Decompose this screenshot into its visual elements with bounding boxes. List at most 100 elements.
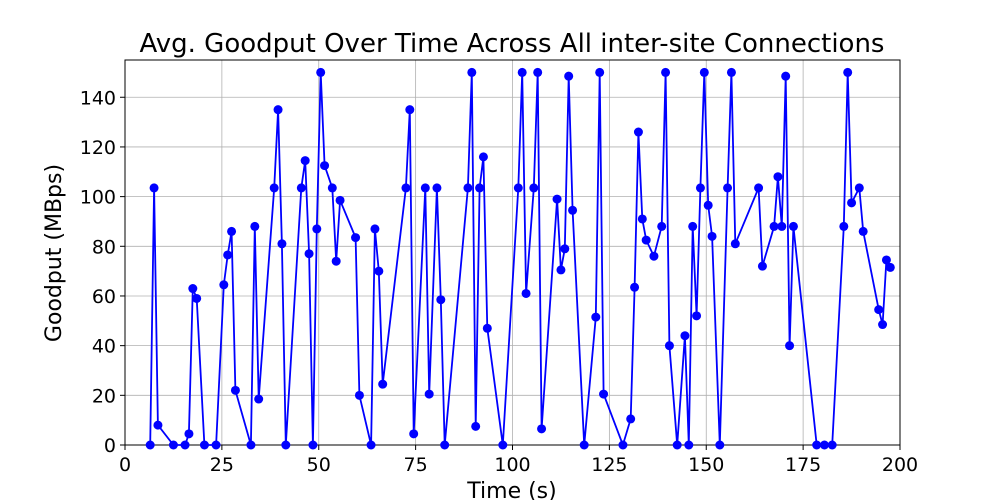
data-point bbox=[153, 420, 163, 430]
data-point bbox=[827, 440, 837, 450]
data-point bbox=[839, 221, 849, 231]
data-point bbox=[351, 233, 361, 243]
data-point bbox=[219, 280, 229, 290]
data-point bbox=[777, 221, 787, 231]
series-line bbox=[149, 72, 892, 448]
data-point bbox=[854, 183, 864, 193]
data-point bbox=[316, 67, 326, 77]
x-tick-label: 175 bbox=[785, 454, 821, 476]
data-point bbox=[730, 239, 740, 249]
data-point bbox=[579, 440, 589, 450]
data-point bbox=[878, 320, 888, 330]
data-point bbox=[641, 235, 651, 245]
data-point bbox=[633, 127, 643, 137]
data-point bbox=[184, 429, 194, 439]
data-point bbox=[788, 221, 798, 231]
y-axis-label: Goodput (MBps) bbox=[42, 164, 67, 342]
data-point bbox=[192, 293, 202, 303]
data-point bbox=[812, 440, 822, 450]
data-point bbox=[149, 183, 159, 193]
data-point bbox=[211, 440, 221, 450]
y-tick-label: 80 bbox=[92, 236, 116, 258]
x-tick-label: 200 bbox=[882, 454, 918, 476]
data-point bbox=[250, 221, 260, 231]
data-point bbox=[246, 440, 256, 450]
data-point bbox=[637, 214, 647, 224]
data-point bbox=[199, 440, 209, 450]
data-point bbox=[227, 226, 237, 236]
data-point bbox=[533, 67, 543, 77]
data-point bbox=[304, 249, 314, 259]
chart-title: Avg. Goodput Over Time Across All inter-… bbox=[140, 29, 885, 59]
data-point bbox=[847, 198, 857, 208]
data-point bbox=[471, 421, 481, 431]
data-point bbox=[366, 440, 376, 450]
data-point bbox=[726, 67, 736, 77]
data-point bbox=[618, 440, 628, 450]
data-point bbox=[568, 205, 578, 215]
data-point bbox=[769, 221, 779, 231]
data-point bbox=[482, 323, 492, 333]
x-tick-label: 100 bbox=[494, 454, 530, 476]
data-point bbox=[223, 250, 233, 260]
data-point bbox=[378, 379, 388, 389]
y-tick-label: 100 bbox=[80, 187, 116, 209]
data-point bbox=[657, 221, 667, 231]
x-tick-label: 125 bbox=[591, 454, 627, 476]
x-tick-label: 25 bbox=[210, 454, 234, 476]
data-point bbox=[560, 244, 570, 254]
data-point bbox=[273, 105, 283, 115]
data-point bbox=[672, 440, 682, 450]
data-point bbox=[498, 440, 508, 450]
data-point bbox=[684, 440, 694, 450]
data-point bbox=[781, 71, 791, 81]
data-point bbox=[649, 251, 659, 261]
data-point bbox=[320, 161, 330, 171]
y-tick-label: 0 bbox=[104, 435, 116, 457]
data-point bbox=[599, 389, 609, 399]
data-point bbox=[773, 172, 783, 182]
data-point bbox=[424, 389, 434, 399]
data-point bbox=[692, 311, 702, 321]
data-point bbox=[405, 105, 415, 115]
x-axis-label: Time (s) bbox=[466, 479, 556, 500]
data-point bbox=[552, 194, 562, 204]
data-point bbox=[277, 239, 287, 249]
data-point bbox=[401, 183, 411, 193]
data-point bbox=[707, 231, 717, 241]
data-point bbox=[680, 331, 690, 341]
data-point bbox=[467, 67, 477, 77]
data-point bbox=[754, 183, 764, 193]
data-point bbox=[145, 440, 155, 450]
data-point bbox=[757, 261, 767, 271]
data-point bbox=[785, 341, 795, 351]
data-point bbox=[513, 183, 523, 193]
data-point bbox=[630, 282, 640, 292]
data-point bbox=[440, 440, 450, 450]
data-point bbox=[370, 224, 380, 234]
data-point bbox=[595, 67, 605, 77]
data-point bbox=[556, 265, 566, 275]
plot-area: 0 25 50 75 100 125 150 175 200 0 20 40 60 80 100 120 140 bbox=[80, 59, 918, 476]
data-point bbox=[312, 224, 322, 234]
data-point bbox=[661, 67, 671, 77]
data-point bbox=[715, 440, 725, 450]
data-point bbox=[517, 67, 527, 77]
y-tick-label: 120 bbox=[80, 137, 116, 159]
data-point bbox=[269, 183, 279, 193]
data-point bbox=[354, 390, 364, 400]
data-point bbox=[254, 394, 264, 404]
data-point bbox=[843, 67, 853, 77]
data-point bbox=[537, 424, 547, 434]
data-point bbox=[881, 255, 891, 265]
data-point bbox=[819, 440, 829, 450]
data-point bbox=[374, 266, 384, 276]
data-point bbox=[874, 305, 884, 315]
data-point bbox=[327, 183, 337, 193]
data-point bbox=[885, 262, 895, 272]
data-point bbox=[699, 67, 709, 77]
data-point bbox=[420, 183, 430, 193]
data-point bbox=[281, 440, 291, 450]
